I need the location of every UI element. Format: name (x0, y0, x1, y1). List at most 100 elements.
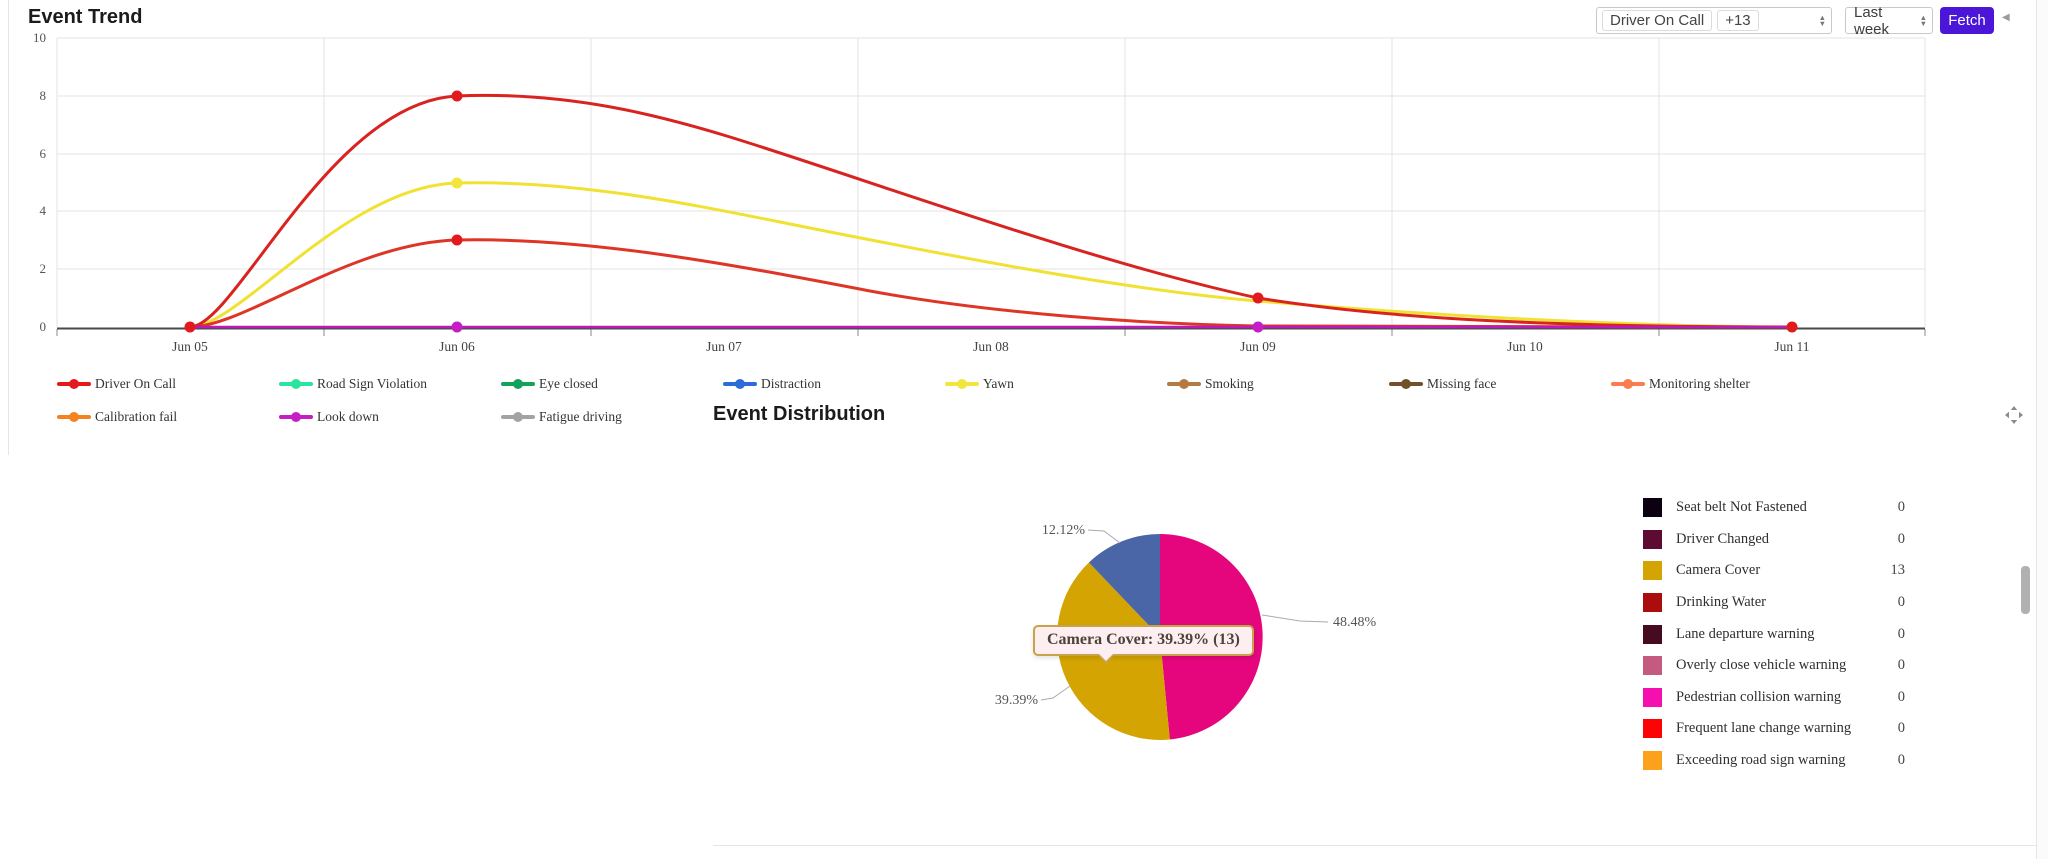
legend-label: Yawn (983, 376, 1014, 391)
y-tick-2: 2 (40, 261, 47, 276)
x-tick-jun11: Jun 11 (1774, 339, 1809, 354)
legend-dot-icon (513, 412, 523, 422)
pie-legend-label: Exceeding road sign warning (1676, 752, 1846, 769)
pie-legend-label: Lane departure warning (1676, 625, 1815, 642)
trend-legend-calibration-fail[interactable]: Calibration fail (57, 409, 177, 424)
color-swatch (1643, 656, 1662, 676)
color-swatch (1643, 561, 1662, 581)
series-curve-monitoring-shelter[interactable] (189, 238, 1793, 329)
pie-legend-row-pedestrian-collision[interactable]: Pedestrian collision warning 0 (1643, 682, 1917, 714)
x-axis-ticks (56, 329, 1926, 336)
pie-label-gold: 39.39% (995, 693, 1039, 708)
pie-legend-value: 0 (1897, 625, 1905, 642)
series-curve-driver-on-call[interactable] (189, 93, 1793, 329)
pie-legend-row-driver-changed[interactable]: Driver Changed 0 (1643, 524, 1917, 556)
pie-legend-row-overly-close-vehicle[interactable]: Overly close vehicle warning 0 (1643, 650, 1917, 682)
color-swatch (1643, 593, 1662, 613)
color-swatch (1643, 498, 1662, 518)
pie-legend-label: Frequent lane change warning (1676, 720, 1852, 737)
y-tick-4: 4 (40, 203, 47, 218)
point-driver-jun05[interactable] (184, 321, 196, 333)
point-driver-jun09[interactable] (1252, 292, 1264, 304)
distribution-card-bottom-border (713, 845, 2036, 846)
multiselect-spinner-icon[interactable]: ▲ ▼ (1818, 12, 1826, 28)
legend-dot-icon (1401, 379, 1411, 389)
pie-legend-value: 0 (1897, 657, 1905, 674)
pie-legend-row-exceeding-road-sign[interactable]: Exceeding road sign warning 0 (1643, 745, 1917, 777)
y-tick-10: 10 (33, 30, 46, 45)
event-type-multiselect[interactable]: Driver On Call +13 ▲ ▼ (1596, 7, 1832, 34)
x-tick-jun09: Jun 09 (1240, 339, 1276, 354)
selected-event-chip[interactable]: Driver On Call (1602, 10, 1713, 31)
trend-legend-missing-face[interactable]: Missing face (1389, 376, 1497, 391)
pie-legend-row-frequent-lane-change[interactable]: Frequent lane change warning 0 (1643, 713, 1917, 745)
distribution-title: Event Distribution (713, 403, 886, 425)
trend-legend-smoking[interactable]: Smoking (1167, 376, 1254, 391)
trend-legend-road-sign-violation[interactable]: Road Sign Violation (279, 376, 427, 391)
color-swatch (1643, 719, 1662, 739)
pie-legend-row-drinking-water[interactable]: Drinking Water 0 (1643, 587, 1917, 619)
color-swatch (1643, 751, 1662, 771)
pie-legend-row-lane-departure[interactable]: Lane departure warning 0 (1643, 618, 1917, 650)
trend-legend-eye-closed[interactable]: Eye closed (501, 376, 598, 391)
pie-legend-list: Seat belt Not Fastened 0 Driver Changed … (1643, 492, 1917, 776)
point-shelter-jun06[interactable] (451, 234, 463, 246)
pie-legend-row-camera-cover[interactable]: Camera Cover 13 (1643, 555, 1917, 587)
trend-legend-distraction[interactable]: Distraction (723, 376, 821, 391)
vertical-scrollbar-thumb[interactable] (2021, 566, 2030, 614)
legend-label: Look down (317, 409, 379, 424)
more-selected-count-chip[interactable]: +13 (1717, 10, 1759, 31)
collapse-arrow-icon[interactable]: ◀ (2002, 12, 2010, 23)
y-tick-8: 8 (40, 88, 47, 103)
move-handle-icon[interactable] (2004, 405, 2024, 425)
pie-legend-value: 0 (1897, 752, 1905, 769)
trend-legend-fatigue-driving[interactable]: Fatigue driving (501, 409, 622, 424)
legend-label: Missing face (1427, 376, 1497, 391)
x-tick-jun07: Jun 07 (706, 339, 742, 354)
leader-line-pink (1261, 614, 1329, 623)
x-tick-jun05: Jun 05 (172, 339, 208, 354)
pie-legend-value: 0 (1897, 530, 1905, 547)
pie-legend-label: Overly close vehicle warning (1676, 657, 1847, 674)
trend-line-chart: 10 8 6 4 2 0 Jun 05 Jun 06 Jun 07 Jun 08… (33, 30, 1926, 354)
right-gutter (2037, 0, 2048, 859)
color-swatch (1643, 687, 1662, 707)
trend-legend-monitoring-shelter[interactable]: Monitoring shelter (1611, 376, 1750, 391)
legend-dot-icon (735, 379, 745, 389)
series-curve-yawn[interactable] (189, 181, 1793, 329)
trend-title: Event Trend (28, 6, 143, 28)
pie-legend-value: 13 (1890, 562, 1906, 579)
fetch-button[interactable]: Fetch (1940, 7, 1994, 34)
y-tick-6: 6 (40, 146, 47, 161)
pie-slice-blue[interactable] (1088, 534, 1160, 637)
legend-dot-icon (513, 379, 523, 389)
legend-dot-icon (1179, 379, 1189, 389)
pie-legend-label: Pedestrian collision warning (1676, 688, 1842, 705)
point-driver-jun11[interactable] (1786, 321, 1798, 333)
date-range-select[interactable]: Last week ▲ ▼ (1845, 4, 1933, 38)
pie-legend-value: 0 (1897, 594, 1905, 611)
point-look-down-jun06[interactable] (451, 321, 463, 333)
point-yawn-jun06[interactable] (451, 177, 463, 189)
x-tick-jun08: Jun 08 (973, 339, 1009, 354)
grid-lines (56, 37, 1926, 327)
trend-legend-driver-on-call[interactable]: Driver On Call (57, 376, 176, 391)
point-driver-jun06[interactable] (451, 90, 463, 102)
pie-legend-value: 0 (1897, 720, 1905, 737)
x-tick-jun06: Jun 06 (439, 339, 475, 354)
color-swatch (1643, 624, 1662, 644)
x-tick-jun10: Jun 10 (1507, 339, 1543, 354)
leader-line-blue (1087, 529, 1121, 544)
trend-legend-yawn[interactable]: Yawn (945, 376, 1014, 391)
legend-label: Driver On Call (95, 376, 176, 391)
legend-dot-icon (291, 379, 301, 389)
color-swatch (1643, 529, 1662, 549)
pie-legend-row-seat-belt[interactable]: Seat belt Not Fastened 0 (1643, 492, 1917, 524)
pie-label-blue: 12.12% (1042, 523, 1086, 538)
pie-legend-value: 0 (1897, 499, 1905, 516)
point-look-down-jun09[interactable] (1252, 321, 1264, 333)
pie-tooltip: Camera Cover: 39.39% (13) (1033, 625, 1254, 664)
trend-legend-look-down[interactable]: Look down (279, 409, 379, 424)
pie-legend-label: Drinking Water (1676, 594, 1766, 611)
